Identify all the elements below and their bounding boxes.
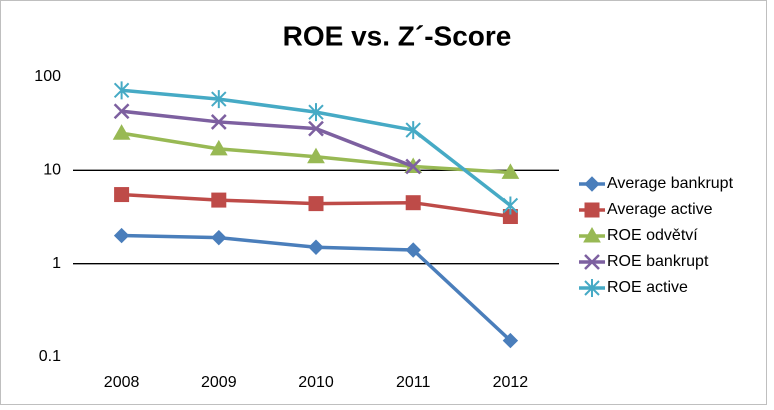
marker <box>405 242 421 258</box>
marker <box>113 103 130 120</box>
marker <box>112 124 131 140</box>
x-tick-label: 2008 <box>104 374 140 391</box>
legend-label: Average active <box>607 201 713 218</box>
chart-title: ROE vs. Z´-Score <box>283 20 512 51</box>
marker <box>584 202 600 218</box>
marker <box>211 90 227 109</box>
marker <box>502 332 519 349</box>
marker <box>113 81 130 100</box>
marker <box>405 121 421 140</box>
marker <box>405 195 421 211</box>
marker <box>583 226 601 243</box>
y-tick-label: 10 <box>43 162 61 179</box>
marker <box>211 229 227 246</box>
y-tick-label: 0.1 <box>39 348 61 365</box>
marker <box>113 227 130 244</box>
x-tick-label: 2011 <box>396 374 431 391</box>
marker <box>210 114 227 130</box>
legend-label: Average bankrupt <box>607 175 734 192</box>
marker <box>405 158 422 175</box>
legend-label: ROE bankrupt <box>607 253 709 270</box>
x-tick-label: 2012 <box>493 374 529 391</box>
marker <box>114 187 130 203</box>
x-tick-label: 2009 <box>201 374 237 391</box>
marker <box>584 254 600 270</box>
x-tick-label: 2010 <box>298 374 334 391</box>
legend-label: ROE odvětví <box>607 227 698 244</box>
marker <box>308 103 324 122</box>
legend-label: ROE active <box>607 279 688 296</box>
marker <box>307 147 325 164</box>
marker <box>308 239 324 255</box>
marker <box>502 196 519 215</box>
marker <box>211 192 227 208</box>
marker <box>209 139 228 156</box>
series-line <box>121 109 414 169</box>
marker <box>308 120 324 137</box>
y-tick-label: 100 <box>34 68 61 85</box>
marker <box>584 279 600 297</box>
y-tick-label: 1 <box>52 255 61 272</box>
marker <box>308 196 324 212</box>
marker <box>501 163 520 179</box>
marker <box>584 176 600 192</box>
